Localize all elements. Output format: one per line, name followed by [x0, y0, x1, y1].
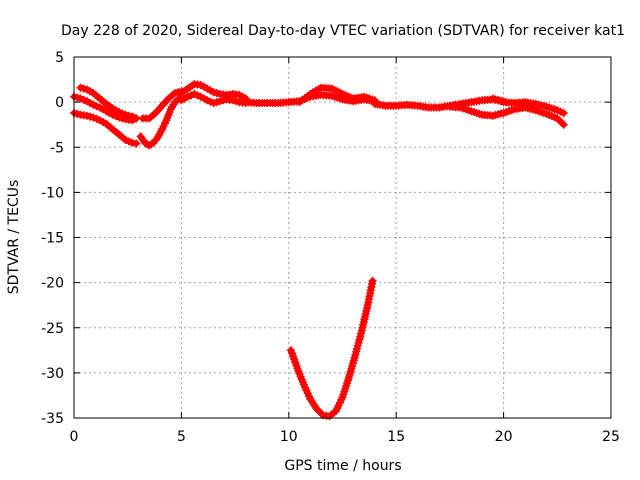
x-axis-label: GPS time / hours: [284, 458, 401, 474]
series-arc-9b: [488, 94, 568, 117]
data-series: [70, 80, 568, 421]
x-tick-label: 0: [70, 429, 79, 445]
y-tick-label: 5: [55, 50, 64, 66]
y-tick-label: -35: [41, 411, 64, 427]
series-arc-6: [295, 83, 379, 107]
data-point-marker: [559, 120, 568, 129]
series-arc-7: [286, 276, 377, 421]
y-tick-label: -25: [41, 321, 64, 337]
x-tick-label: 10: [280, 429, 298, 445]
y-tick-label: -30: [41, 366, 64, 382]
x-tick-label: 20: [495, 429, 513, 445]
data-point-marker: [368, 276, 377, 285]
series-arc-1b: [70, 92, 141, 125]
grid: [74, 57, 611, 418]
y-axis-label: SDTVAR / TECUs: [6, 180, 22, 295]
y-tick-label: -5: [50, 140, 64, 156]
y-tick-label: -15: [41, 231, 64, 247]
data-point-marker: [128, 138, 136, 147]
data-point-marker: [132, 139, 141, 148]
x-tick-label: 15: [387, 429, 405, 445]
series-arc-8: [370, 95, 508, 112]
y-tick-labels: 5 0 -5 -10 -15 -20 -25 -30 -35: [41, 50, 64, 427]
y-tick-label: -20: [41, 276, 64, 292]
axis-ticks: [73, 56, 612, 419]
x-tick-label: 25: [602, 429, 620, 445]
series-arc-1a: [70, 109, 141, 148]
data-point-marker: [559, 109, 568, 117]
chart-title: Day 228 of 2020, Sidereal Day-to-day VTE…: [61, 23, 625, 39]
x-tick-label: 5: [177, 429, 186, 445]
y-tick-label: 0: [55, 95, 64, 111]
x-tick-labels: 0 5 10 15 20 25: [70, 429, 620, 445]
y-tick-label: -10: [41, 185, 64, 201]
series-arc-3a: [136, 94, 184, 150]
series-arc-4b: [177, 90, 250, 107]
